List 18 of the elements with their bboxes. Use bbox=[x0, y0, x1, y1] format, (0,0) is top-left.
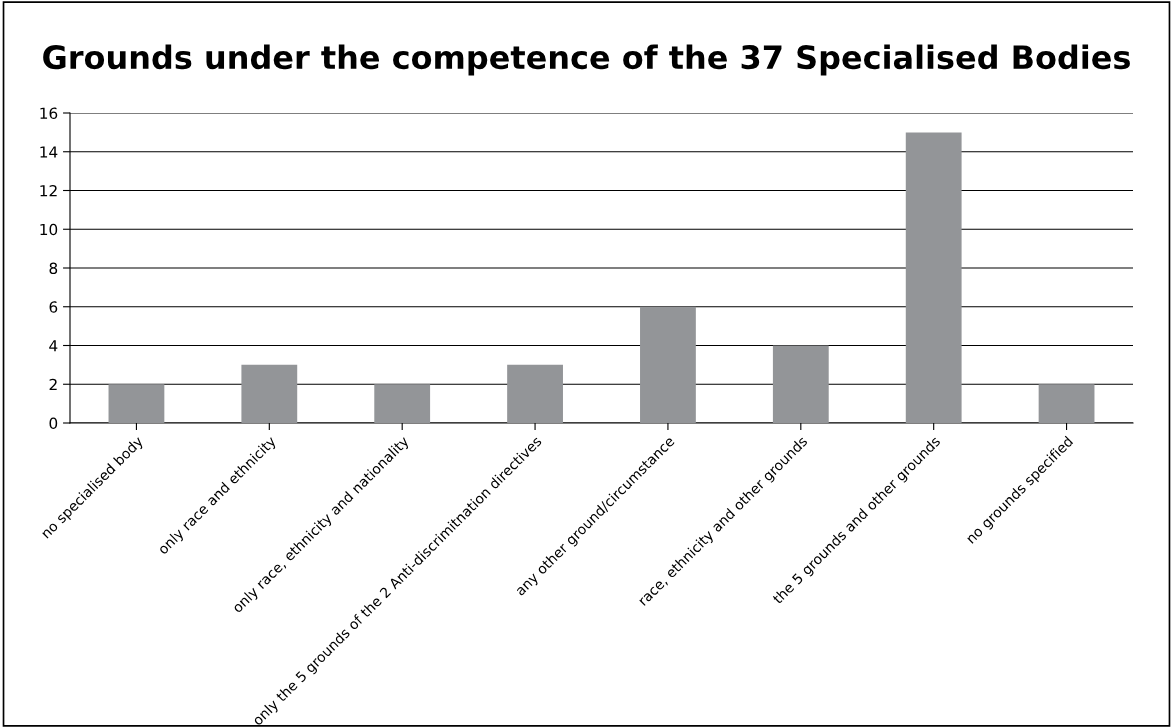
y-tick-label: 10 bbox=[40, 223, 58, 236]
y-tick-label: 8 bbox=[49, 262, 58, 275]
bar bbox=[507, 364, 563, 423]
y-tick-label: 0 bbox=[49, 417, 58, 430]
bar bbox=[640, 306, 696, 423]
bar bbox=[374, 384, 431, 423]
bar bbox=[905, 132, 962, 423]
bar bbox=[1038, 384, 1095, 423]
y-tick-label: 16 bbox=[40, 107, 58, 120]
y-tick-label: 6 bbox=[49, 301, 58, 313]
y-tick-label: 14 bbox=[40, 146, 58, 158]
y-tick-label: 2 bbox=[49, 378, 57, 391]
bar bbox=[241, 364, 298, 423]
chart-title: Grounds under the competence of the 37 Specialised Bodies bbox=[43, 44, 1130, 76]
bar bbox=[108, 384, 165, 423]
y-tick-label: 4 bbox=[49, 340, 58, 352]
bar bbox=[772, 345, 829, 423]
y-tick-label: 12 bbox=[40, 184, 57, 197]
